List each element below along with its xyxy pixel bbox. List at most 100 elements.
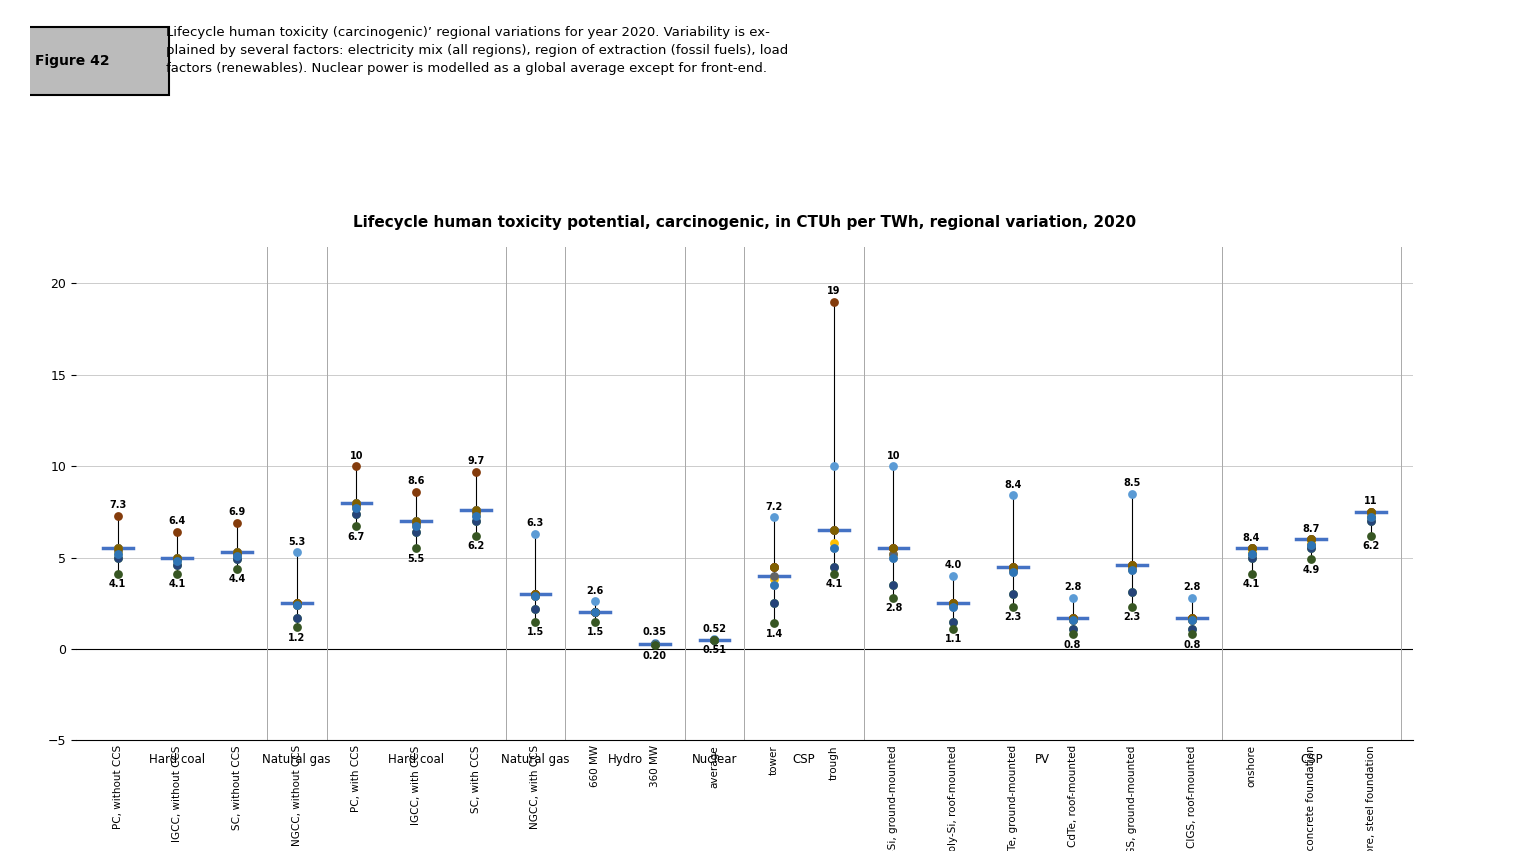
Point <box>225 545 249 559</box>
Point <box>1240 547 1264 561</box>
Point <box>1299 533 1323 546</box>
Text: 9.7: 9.7 <box>468 456 485 466</box>
Point <box>822 294 846 308</box>
Point <box>881 541 905 555</box>
Point <box>345 496 369 510</box>
Point <box>284 597 308 610</box>
Point <box>1180 611 1205 625</box>
Text: Lifecycle human toxicity potential, carcinogenic, in CTUh per TWh, regional vari: Lifecycle human toxicity potential, carc… <box>352 214 1136 230</box>
Point <box>166 558 190 572</box>
Point <box>643 637 667 651</box>
Point <box>345 496 369 510</box>
Point <box>1001 560 1025 574</box>
Point <box>583 606 608 620</box>
Point <box>1001 565 1025 579</box>
Point <box>1120 558 1144 572</box>
Point <box>1360 505 1384 518</box>
Point <box>523 587 547 601</box>
Point <box>763 597 787 610</box>
Point <box>763 511 787 524</box>
Point <box>404 514 428 528</box>
Point <box>463 507 488 521</box>
Point <box>523 589 547 603</box>
Text: 2.8: 2.8 <box>1183 582 1200 592</box>
Text: 8.5: 8.5 <box>1124 478 1141 488</box>
Point <box>523 587 547 601</box>
Point <box>404 514 428 528</box>
Text: 2.6: 2.6 <box>586 586 603 596</box>
Point <box>166 525 190 539</box>
Text: 4.1: 4.1 <box>169 580 185 590</box>
Point <box>404 514 428 528</box>
Point <box>940 597 966 610</box>
Point <box>106 509 129 523</box>
Point <box>822 523 846 537</box>
Point <box>940 597 966 610</box>
Point <box>523 589 547 603</box>
Point <box>166 552 190 566</box>
Point <box>1060 611 1085 625</box>
Point <box>1299 533 1323 546</box>
Point <box>1120 558 1144 572</box>
Text: 4.1: 4.1 <box>109 580 126 590</box>
Point <box>1001 600 1025 614</box>
Point <box>1120 558 1144 572</box>
Point <box>881 551 905 564</box>
Point <box>1180 611 1205 625</box>
Point <box>404 525 428 539</box>
Point <box>106 568 129 581</box>
Point <box>1299 533 1323 546</box>
Point <box>404 525 428 539</box>
Point <box>1360 528 1384 542</box>
Point <box>1120 563 1144 577</box>
Text: 10: 10 <box>887 451 901 460</box>
Text: 5.5: 5.5 <box>407 554 425 564</box>
Point <box>166 554 190 568</box>
Point <box>284 598 308 612</box>
Point <box>583 606 608 620</box>
Point <box>1299 538 1323 551</box>
Point <box>345 520 369 534</box>
Text: Natural gas: Natural gas <box>263 753 331 766</box>
Point <box>763 578 787 591</box>
Point <box>822 541 846 555</box>
Point <box>1180 613 1205 626</box>
Text: 8.6: 8.6 <box>407 477 425 486</box>
Point <box>284 597 308 610</box>
Point <box>1299 538 1323 551</box>
Point <box>881 591 905 604</box>
Point <box>225 562 249 575</box>
Point <box>404 520 428 534</box>
Text: Lifecycle human toxicity (carcinogenic)’ regional variations for year 2020. Vari: Lifecycle human toxicity (carcinogenic)’… <box>166 26 788 75</box>
Text: 2.3: 2.3 <box>1004 613 1021 622</box>
Point <box>523 587 547 601</box>
Point <box>822 523 846 537</box>
Point <box>822 568 846 581</box>
Point <box>1360 509 1384 523</box>
Point <box>1060 613 1085 626</box>
Point <box>1120 562 1144 575</box>
Point <box>1360 514 1384 528</box>
Point <box>822 560 846 574</box>
Point <box>463 503 488 517</box>
Text: PV: PV <box>1034 753 1050 766</box>
Point <box>166 551 190 564</box>
Point <box>1180 613 1205 626</box>
Point <box>463 514 488 528</box>
Point <box>1060 611 1085 625</box>
Point <box>702 633 726 647</box>
Point <box>463 503 488 517</box>
Point <box>345 500 369 513</box>
Point <box>1360 505 1384 518</box>
Text: CSP: CSP <box>1300 753 1323 766</box>
Point <box>1240 551 1264 564</box>
Point <box>1240 541 1264 555</box>
Text: CSP: CSP <box>793 753 816 766</box>
Point <box>1360 505 1384 518</box>
Point <box>583 606 608 620</box>
Point <box>940 598 966 612</box>
Point <box>763 560 787 574</box>
Point <box>284 597 308 610</box>
Point <box>881 578 905 591</box>
Point <box>643 637 667 651</box>
